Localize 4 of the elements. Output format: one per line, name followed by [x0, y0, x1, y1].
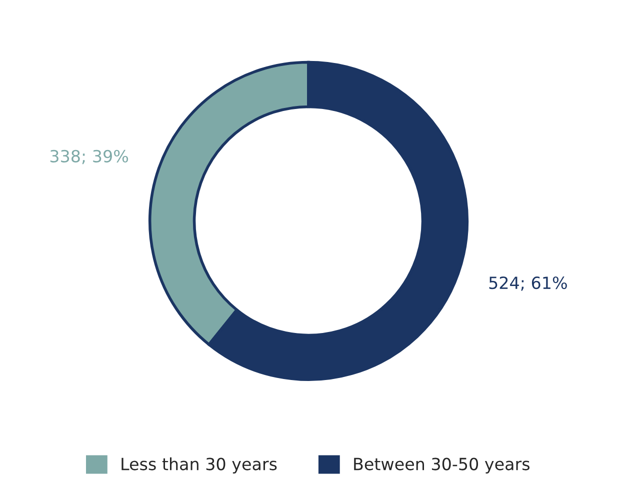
data-label: 338; 39%	[50, 150, 128, 164]
data-label: 524; 61%	[489, 276, 567, 291]
legend-label: Between 30-50 years	[354, 458, 530, 474]
legend-label: Less than 30 years	[122, 457, 277, 474]
